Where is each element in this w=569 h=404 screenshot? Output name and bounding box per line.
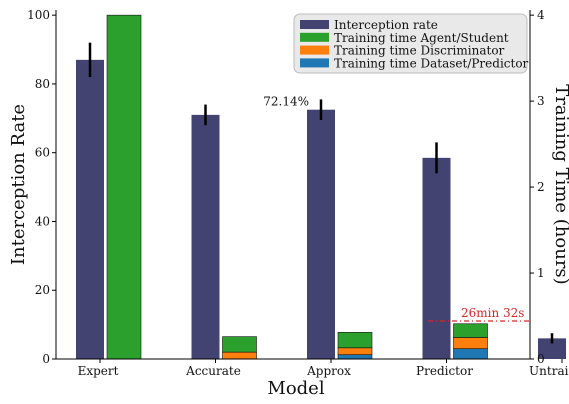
y-axis-title: Interception Rate xyxy=(8,104,29,265)
y2-tick-label: 1 xyxy=(537,266,545,280)
y-tick-label: 60 xyxy=(35,146,50,160)
legend-box xyxy=(293,13,528,74)
interception-bar-predictor xyxy=(422,157,451,359)
approx-value-label: 72.14% xyxy=(263,94,309,108)
legend-entry: Interception rate xyxy=(334,18,438,32)
interception-bar-expert xyxy=(76,59,104,359)
interception-bar-untrained xyxy=(538,338,566,359)
x-tick-label: Predictor xyxy=(416,364,473,378)
x-tick-label: Untrained xyxy=(529,364,569,378)
x-tick-label: Expert xyxy=(78,364,119,378)
y-tick-label: 40 xyxy=(35,214,50,228)
time-bar-training-time-agent-studentpredictor xyxy=(453,323,488,338)
y2-tick-label: 3 xyxy=(537,94,545,108)
legend-swatch xyxy=(300,58,329,68)
y2-tick-label: 4 xyxy=(537,8,545,22)
time-bar-training-time-agent-studentexpert xyxy=(106,14,142,360)
interception-bar-approx xyxy=(307,109,335,359)
legend-entry: Training time Dataset/Predictor xyxy=(334,56,529,70)
legend-entry: Training time Discriminator xyxy=(334,44,505,58)
time-bar-training-time-discriminatoraccurate xyxy=(222,351,257,360)
x-tick-label: Accurate xyxy=(185,364,241,378)
legend-swatch xyxy=(300,32,329,42)
y-tick-label: 80 xyxy=(35,77,50,91)
time-bar-training-time-discriminatorpredictor xyxy=(453,337,488,349)
time-bar-training-time-dataset-predictorpredictor xyxy=(453,348,488,360)
time-bar-training-time-dataset-predictorapprox xyxy=(337,354,373,360)
reference-annotation: 26min 32s xyxy=(461,306,524,320)
x-axis-title: Model xyxy=(267,378,324,399)
y-tick-label: 100 xyxy=(27,8,50,22)
y2-axis-title: Training Time (hours) xyxy=(551,84,569,284)
y-tick-label: 20 xyxy=(35,283,50,297)
time-bar-training-time-agent-studentapprox xyxy=(337,332,373,349)
y2-tick-label: 0 xyxy=(537,352,545,366)
x-tick-label: Approx xyxy=(306,364,351,378)
interception-bar-accurate xyxy=(191,114,220,359)
legend-swatch xyxy=(300,45,329,55)
time-bar-training-time-discriminatorapprox xyxy=(337,347,373,356)
y-tick-label: 0 xyxy=(42,352,50,366)
time-bar-training-time-agent-studentaccurate xyxy=(222,336,257,353)
legend-entry: Training time Agent/Student xyxy=(334,31,509,45)
legend-swatch xyxy=(300,20,329,29)
y2-tick-label: 2 xyxy=(537,180,545,194)
